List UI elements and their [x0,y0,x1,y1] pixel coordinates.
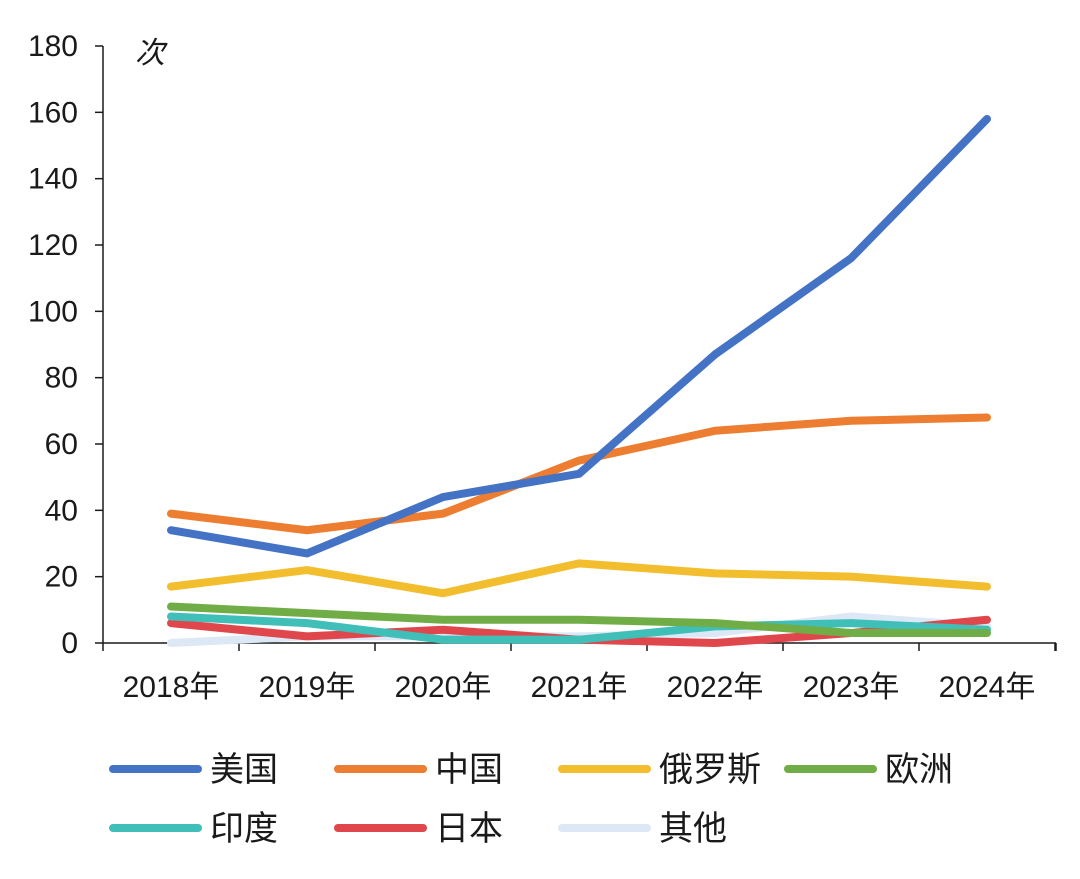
legend-item: 俄罗斯 [558,750,761,790]
legend-label: 日本 [435,809,503,849]
series-line-印度 [167,612,991,644]
x-tick-label: 2019年 [259,671,356,704]
legend-item: 其他 [558,809,727,849]
legend-item: 欧洲 [784,750,953,790]
y-tick-label: 60 [45,428,78,461]
legend-label: 俄罗斯 [659,750,761,790]
x-tick-label: 2021年 [531,671,628,704]
legend-item: 日本 [334,809,503,849]
y-tick-label: 40 [45,494,78,527]
legend-item: 美国 [109,750,278,790]
legend-label: 中国 [435,750,503,790]
chart-series [167,114,991,647]
y-tick-label: 160 [28,96,78,129]
series-line-中国 [167,413,991,535]
y-tick-label: 100 [28,295,78,328]
x-tick-label: 2023年 [803,671,900,704]
y-unit-label: 次 [135,36,168,71]
y-tick-label: 20 [45,561,78,594]
x-tick-label: 2022年 [667,671,764,704]
x-tick-label: 2020年 [395,671,492,704]
chart-axes: 0 20 40 60 80 100 120 140 160 180 次 2018年 2019年 2020年… [28,30,1057,704]
x-tick-label: 2018年 [123,671,220,704]
y-tick-label: 180 [28,30,78,63]
y-tick-label: 140 [28,163,78,196]
y-tick-label: 80 [45,362,78,395]
legend-label: 美国 [210,750,278,790]
legend-label: 印度 [210,809,278,849]
y-tick-label: 0 [61,627,78,660]
legend-item: 中国 [334,750,503,790]
y-tick-label: 120 [28,229,78,262]
series-line-美国 [167,114,991,558]
series-line-俄罗斯 [167,559,991,598]
legend-label: 其他 [659,809,727,849]
legend-label: 欧洲 [885,750,953,790]
x-tick-label: 2024年 [939,671,1036,704]
legend-item: 印度 [109,809,278,849]
series-line-欧洲 [167,602,991,638]
